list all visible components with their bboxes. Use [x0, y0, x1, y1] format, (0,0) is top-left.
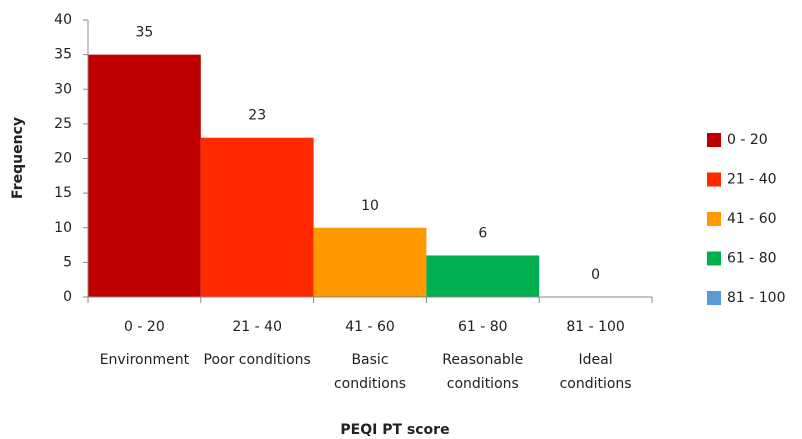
- y-tick-label: 15: [54, 185, 72, 201]
- legend-swatch: [707, 251, 721, 266]
- x-tick-label: 41 - 60: [345, 319, 395, 335]
- x-axis-title: PEQI PT score: [340, 422, 449, 438]
- y-tick-label: 30: [54, 81, 72, 97]
- legend-label: 0 - 20: [727, 132, 768, 148]
- y-tick-label: 40: [54, 12, 72, 28]
- data-label: 6: [478, 225, 487, 241]
- data-label: 0: [591, 267, 600, 283]
- legend-label: 41 - 60: [727, 211, 777, 227]
- y-axis-title: Frequency: [10, 117, 26, 199]
- bar: [88, 54, 201, 297]
- x-tick-label: 0 - 20: [124, 319, 165, 335]
- y-tick-label: 25: [54, 116, 72, 132]
- legend-label: 21 - 40: [727, 172, 777, 188]
- legend-swatch: [707, 291, 721, 305]
- legend-swatch: [707, 133, 721, 147]
- bar: [200, 137, 314, 297]
- category-description: Poor conditions: [203, 352, 311, 368]
- y-tick-label: 0: [63, 289, 72, 305]
- legend-swatch: [707, 212, 721, 226]
- bar: [426, 255, 540, 297]
- category-description: Reasonable conditions: [442, 352, 524, 392]
- bar: [313, 227, 427, 297]
- data-label: 10: [361, 198, 379, 214]
- y-tick-label: 20: [54, 151, 72, 167]
- x-tick-label: 61 - 80: [458, 319, 508, 335]
- x-tick-label: 21 - 40: [232, 319, 282, 335]
- category-description: Ideal conditions: [559, 352, 632, 392]
- legend-swatch: [707, 172, 721, 187]
- x-tick-label: 81 - 100: [566, 319, 625, 335]
- y-tick-label: 35: [54, 47, 72, 63]
- y-tick-label: 5: [63, 254, 72, 270]
- data-label: 35: [135, 25, 153, 41]
- category-description: Basic conditions: [333, 352, 407, 392]
- legend-label: 61 - 80: [727, 251, 777, 267]
- y-tick-label: 10: [54, 220, 72, 236]
- data-label: 23: [248, 108, 266, 124]
- category-description: Environment: [99, 352, 190, 368]
- legend-label: 81 - 100: [727, 290, 786, 306]
